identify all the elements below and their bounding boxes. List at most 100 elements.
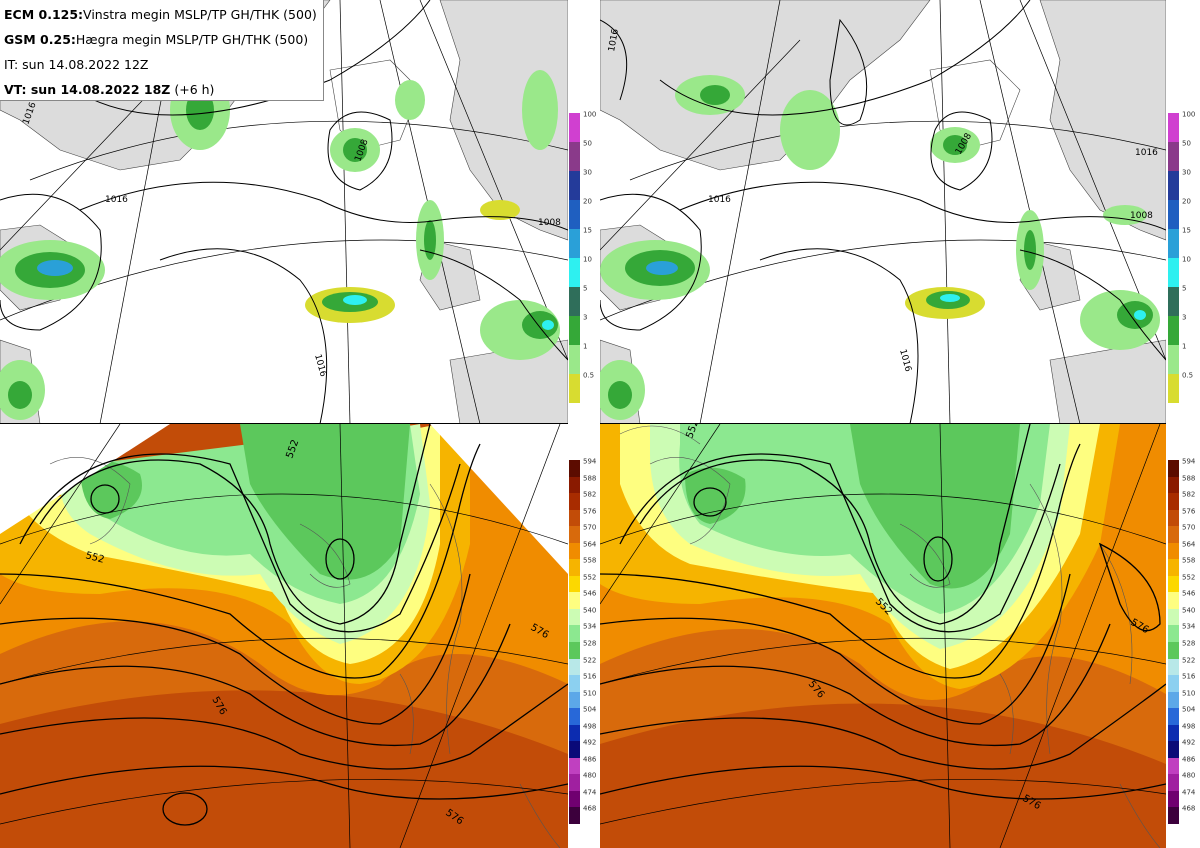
- colorbar-tick-label: 486: [1182, 755, 1196, 764]
- gh-label: 552: [84, 550, 105, 566]
- colorbar-swatch: [569, 509, 580, 527]
- geopotential-contours: [600, 424, 1166, 800]
- gsm-mslp-precip-map: 1016 1016 1008 1016 1016 1008: [600, 0, 1166, 424]
- colorbar-swatch: [1168, 790, 1179, 808]
- colorbar-tick-label: 474: [583, 788, 597, 797]
- colorbar-swatch: [1168, 509, 1179, 527]
- graticule: [600, 424, 1166, 848]
- colorbar-swatch: [1168, 526, 1179, 544]
- colorbar-swatch: [1168, 200, 1179, 229]
- colorbar-swatch: [1168, 493, 1179, 511]
- colorbar-tick-label: 564: [583, 540, 597, 549]
- colorbar-tick-label: 100: [1182, 110, 1196, 119]
- colorbar-tick-label: 510: [583, 689, 597, 698]
- iceland-outline: [329, 59, 421, 151]
- colorbar-tick-label: 582: [583, 490, 597, 499]
- colorbar-tick-label: 1: [583, 342, 588, 351]
- scandinavia-land: [1039, 0, 1166, 241]
- colorbar-swatch: [1168, 642, 1179, 659]
- colorbar-tick-label: 30: [583, 168, 592, 177]
- colorbar-tick-label: 20: [1182, 197, 1191, 206]
- initial-time: IT: sun 14.08.2022 12Z: [4, 57, 149, 72]
- colorbar-tick-label: 480: [583, 771, 597, 780]
- colorbar-swatch: [1168, 345, 1179, 374]
- precipitation-areas: [0, 70, 560, 420]
- colorbar-swatch: [569, 807, 580, 825]
- colorbar-tick-label: 528: [1182, 639, 1196, 648]
- colorbar-swatch: [569, 374, 580, 403]
- colorbar-swatch: [569, 142, 580, 171]
- colorbar-tick-label: 558: [583, 556, 597, 565]
- ecm-line: ECM 0.125:Vinstra megin MSLP/TP GH/THK (…: [4, 7, 317, 22]
- colorbar-tick-label: 546: [583, 589, 597, 598]
- isobar-label: 1008: [538, 218, 561, 228]
- colorbar-swatch: [1168, 113, 1179, 142]
- colorbar-tick-label: 10: [583, 255, 592, 264]
- colorbar-tick-label: 576: [583, 507, 597, 516]
- colorbar-swatch: [569, 258, 580, 287]
- colorbar-tick-label: 480: [1182, 771, 1196, 780]
- geopotential-contours: [0, 424, 568, 826]
- colorbar-swatch: [569, 592, 580, 610]
- colorbar-swatch: [1168, 658, 1179, 676]
- colorbar-swatch: [1168, 460, 1179, 477]
- colorbar-tick-label: 576: [1182, 507, 1196, 516]
- isobar-label: 1016: [312, 353, 328, 378]
- colorbar-swatch: [569, 575, 580, 593]
- colorbar-tick-label: 498: [1182, 722, 1196, 731]
- colorbar-tick-label: 1: [1182, 342, 1187, 351]
- colorbar-swatch: [1168, 608, 1179, 626]
- colorbar-swatch: [569, 493, 580, 511]
- colorbar-tick-label: 15: [1182, 226, 1191, 235]
- colorbar-swatch: [1168, 724, 1179, 742]
- colorbar-swatch: [1168, 774, 1179, 792]
- colorbar-swatch: [1168, 316, 1179, 345]
- colorbar-swatch: [1168, 708, 1179, 726]
- colorbar-tick-label: 570: [583, 523, 597, 532]
- colorbar-tick-label: 528: [583, 639, 597, 648]
- colorbar-swatch: [569, 757, 580, 775]
- thickness-colorbar-right: 594 588 582 576 570 564 558 552 546 540 534 528 522 5…: [1168, 457, 1198, 825]
- colorbar-tick-label: 0.5: [1182, 371, 1194, 380]
- colorbar-swatch: [1168, 559, 1179, 577]
- greenland-land: [600, 0, 931, 171]
- colorbar-tick-label: 582: [1182, 490, 1196, 499]
- colorbar-tick-label: 570: [1182, 523, 1196, 532]
- colorbar-swatch: [569, 774, 580, 792]
- europe-land: [1049, 339, 1166, 424]
- colorbar-swatch: [1168, 625, 1179, 643]
- precip-colorbar-left: 100 50 30 20 15 10 5 3 1 0.5: [569, 110, 599, 403]
- colorbar-swatch: [1168, 807, 1179, 825]
- gsm-gh-thickness-map: 552 552 576 576 576: [600, 424, 1166, 848]
- colorbar-tick-label: 594: [1182, 457, 1196, 466]
- colorbar-swatch: [569, 345, 580, 374]
- colorbar-tick-label: 492: [583, 738, 597, 747]
- colorbar-tick-label: 100: [583, 110, 597, 119]
- colorbar-tick-label: 474: [1182, 788, 1196, 797]
- colorbar-tick-label: 492: [1182, 738, 1196, 747]
- isobar-label: 1016: [708, 195, 731, 205]
- colorbar-swatch: [569, 460, 580, 477]
- colorbar-tick-label: 564: [1182, 540, 1196, 549]
- colorbar-swatch: [569, 229, 580, 258]
- colorbar-swatch: [569, 526, 580, 544]
- colorbar-tick-label: 504: [1182, 705, 1196, 714]
- colorbar-tick-label: 50: [1182, 139, 1191, 148]
- colorbar-swatch: [569, 287, 580, 316]
- colorbar-tick-label: 534: [583, 622, 597, 631]
- precip-colorbar-right: 100 50 30 20 15 10 5 3 1 0.5: [1168, 110, 1198, 403]
- colorbar-swatch: [569, 542, 580, 560]
- colorbar-tick-label: 30: [1182, 168, 1191, 177]
- colorbar-tick-label: 516: [583, 672, 597, 681]
- colorbar-tick-label: 588: [583, 474, 597, 483]
- mslp-isobars: [600, 0, 1166, 424]
- colorbar-swatch: [569, 113, 580, 142]
- colorbar-swatch: [1168, 374, 1179, 403]
- colorbar-tick-label: 516: [1182, 672, 1196, 681]
- colorbar-swatch: [569, 559, 580, 577]
- colorbar-swatch: [1168, 592, 1179, 610]
- isobar-label: 1016: [607, 28, 621, 53]
- colorbar-swatch: [1168, 258, 1179, 287]
- thickness-colorbar-left: 594 588 582 576 570 564 558 552 546 540 534 528 522 5…: [569, 458, 599, 825]
- colorbar-tick-label: 540: [583, 606, 597, 615]
